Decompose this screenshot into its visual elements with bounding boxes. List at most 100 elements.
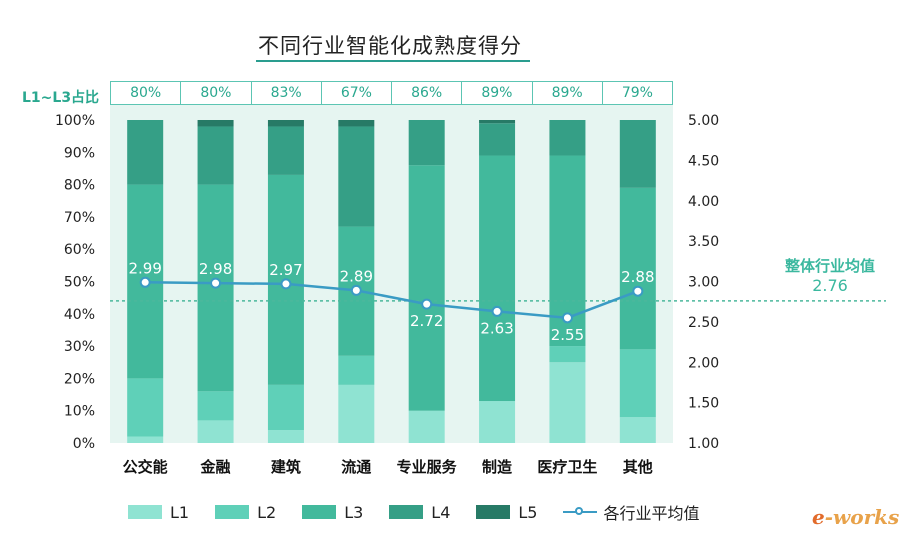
y-right-tick-label: 4.00 (688, 194, 719, 210)
y-left-tick-label: 60% (64, 242, 95, 258)
bar-segment-l4 (338, 126, 375, 227)
y-left-tick-label: 50% (64, 275, 95, 291)
chart-title: 不同行业智能化成熟度得分 (258, 34, 522, 58)
legend-label: L4 (431, 502, 451, 522)
y-left-tick-label: 70% (64, 210, 95, 226)
bar-segment-l3 (479, 155, 516, 402)
x-tick-label: 其他 (623, 458, 653, 476)
bar-segment-l3 (619, 187, 656, 350)
bar-segment-l1 (619, 417, 656, 443)
legend-item-l4: L4 (389, 503, 450, 522)
bar-segment-l4 (197, 126, 234, 185)
bar-segment-l4 (267, 126, 304, 175)
x-tick-label: 制造 (482, 458, 512, 476)
bar-segment-l4 (619, 120, 656, 188)
ratio-cell: 86% (392, 82, 463, 104)
average-data-label: 2.97 (269, 261, 302, 279)
x-tick-label: 建筑 (271, 458, 301, 476)
ratio-cell: 67% (322, 82, 392, 104)
average-data-label: 2.55 (551, 326, 584, 344)
legend-label: L2 (257, 502, 277, 522)
y-right-tick-label: 1.00 (688, 436, 719, 452)
y-left-tick-label: 0% (73, 436, 95, 452)
ratio-cell: 89% (533, 82, 603, 104)
legend: L1 L2 L3 L4 L5 各行业平均值 (128, 500, 725, 524)
y-left-tick-label: 30% (64, 339, 95, 355)
ratio-label: L1~L3占比 (22, 90, 100, 106)
bar-segment-l2 (619, 349, 656, 418)
average-data-label: 2.88 (621, 268, 654, 286)
average-point (421, 298, 433, 310)
bar-segment-l1 (338, 384, 375, 443)
legend-swatch-l4 (389, 505, 424, 519)
ratio-row: 80% 80% 83% 67% 86% 89% 89% 79% (110, 81, 673, 105)
average-point (632, 285, 644, 297)
y-left-tick-label: 40% (64, 307, 95, 323)
bar-segment-l2 (197, 391, 234, 421)
bar-segment-l5 (338, 120, 375, 127)
y-left-tick-label: 100% (55, 113, 95, 129)
ratio-cell: 80% (111, 82, 182, 104)
x-tick-label: 流通 (341, 458, 371, 476)
y-right-tick-label: 3.00 (688, 275, 719, 291)
y-right-tick-label: 4.50 (688, 153, 719, 169)
x-tick-label: 公交能 (123, 458, 168, 476)
ratio-cell: 79% (621, 85, 653, 101)
x-tick-label: 金融 (200, 458, 231, 476)
bar-segment-l4 (127, 120, 164, 185)
average-data-label: 2.98 (199, 260, 232, 278)
x-tick-label: 专业服务 (397, 458, 458, 476)
legend-swatch-l3 (302, 505, 337, 519)
bar-segment-l4 (408, 120, 445, 166)
average-point (139, 276, 151, 288)
y-right-tick-label: 5.00 (688, 113, 719, 129)
legend-label: 各行业平均值 (603, 504, 700, 523)
bar-segment-l4 (549, 120, 586, 156)
legend-label: L5 (518, 502, 538, 522)
y-right-tick-label: 1.50 (688, 396, 719, 412)
bar-segment-l5 (267, 120, 304, 127)
y-left-tick-label: 90% (64, 145, 95, 161)
bar-segment-l2 (267, 384, 304, 431)
bar-segment-l3 (408, 165, 445, 411)
overall-average-value: 2.76 (812, 276, 848, 295)
bar-segment-l1 (479, 401, 516, 443)
bar-segment-l5 (197, 120, 234, 127)
average-point (280, 278, 292, 290)
bar-segment-l2 (338, 355, 375, 385)
y-left-tick-label: 80% (64, 178, 95, 194)
legend-swatch-l5 (476, 505, 511, 519)
legend-label: L3 (344, 502, 364, 522)
legend-swatch-l1 (128, 505, 162, 519)
y-right-tick-label: 3.50 (688, 234, 719, 250)
overall-average-label: 整体行业均值 (784, 257, 875, 275)
ratio-cell: 89% (462, 82, 533, 104)
average-data-label: 2.99 (128, 259, 161, 277)
average-data-label: 2.89 (340, 267, 373, 285)
average-point (350, 284, 362, 296)
average-data-label: 2.72 (410, 312, 443, 330)
ratio-cell: 83% (252, 82, 322, 104)
average-data-label: 2.63 (480, 319, 513, 337)
bar-segment-l5 (479, 120, 516, 124)
bar-segment-l1 (197, 420, 234, 443)
bar-segment-l2 (549, 346, 586, 363)
average-point (210, 277, 222, 289)
legend-item-l5: L5 (476, 503, 537, 522)
legend-item-l2: L2 (215, 503, 276, 522)
bar-segment-l1 (127, 436, 164, 443)
bar-segment-l2 (127, 378, 164, 437)
y-left-tick-label: 20% (64, 371, 95, 387)
legend-item-l1: L1 (128, 503, 189, 522)
x-tick-label: 医疗卫生 (537, 458, 597, 476)
average-point (491, 305, 503, 317)
legend-item-l3: L3 (302, 503, 363, 522)
legend-item-average: 各行业平均值 (563, 500, 699, 524)
average-series-line (145, 281, 639, 320)
legend-label: L1 (170, 502, 190, 522)
legend-swatch-l2 (215, 505, 250, 519)
bar-segment-l1 (408, 410, 445, 443)
average-point (561, 312, 573, 324)
